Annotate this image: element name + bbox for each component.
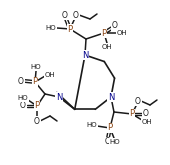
Text: OH: OH — [142, 119, 152, 125]
Text: O: O — [143, 110, 149, 118]
Text: HO: HO — [46, 25, 56, 31]
Text: HO: HO — [18, 95, 28, 101]
Text: OH: OH — [45, 72, 55, 78]
Text: O: O — [135, 97, 141, 105]
Text: HO: HO — [31, 64, 41, 70]
Text: N: N — [82, 50, 88, 60]
Text: O: O — [105, 137, 111, 147]
Text: P: P — [67, 24, 73, 33]
Text: O: O — [18, 77, 24, 85]
Text: O: O — [112, 21, 118, 31]
Text: O: O — [62, 11, 68, 19]
Text: P: P — [35, 101, 40, 111]
Text: O: O — [73, 11, 79, 19]
Text: N: N — [108, 93, 114, 101]
Text: HO: HO — [87, 122, 97, 128]
Text: P: P — [32, 78, 38, 86]
Text: N: N — [56, 93, 62, 101]
Text: OH: OH — [117, 30, 127, 36]
Text: O: O — [20, 101, 26, 111]
Text: P: P — [107, 123, 113, 132]
Text: HO: HO — [110, 139, 120, 145]
Text: O: O — [34, 116, 40, 126]
Text: P: P — [101, 29, 107, 37]
Text: OH: OH — [102, 44, 112, 50]
Text: P: P — [129, 110, 134, 118]
